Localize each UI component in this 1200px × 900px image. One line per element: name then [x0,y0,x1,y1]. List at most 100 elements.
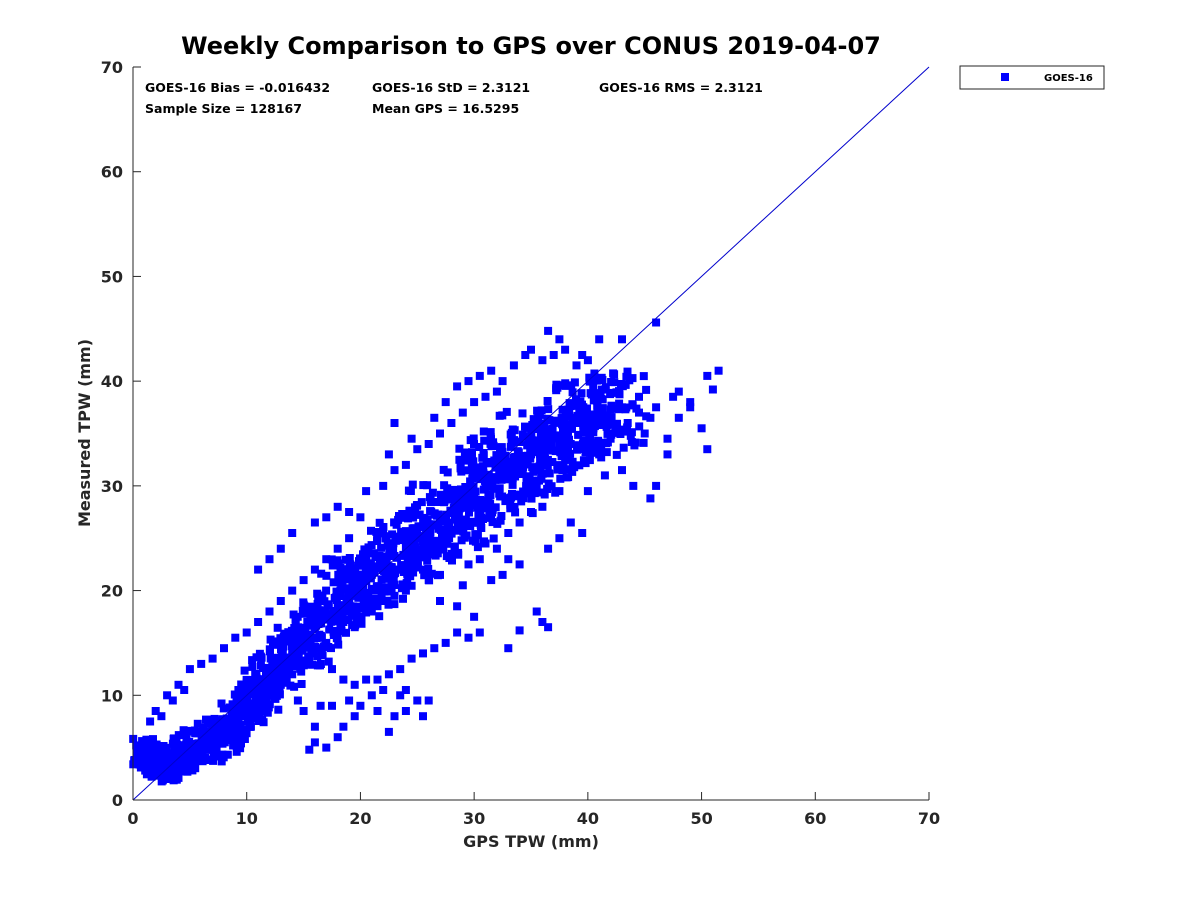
data-point [185,665,194,674]
data-point [697,424,706,433]
data-point [406,552,415,560]
data-point [390,419,399,427]
data-point [265,607,274,616]
data-point [398,510,407,518]
data-point [549,433,558,442]
data-point [456,462,465,471]
data-point [458,500,467,509]
data-point [193,746,202,755]
data-point [513,447,522,456]
data-point [310,625,319,634]
data-point [242,694,251,703]
data-point [501,457,510,466]
data-point [439,465,448,474]
data-point [460,448,469,457]
data-point [473,531,482,540]
data-point [236,744,245,753]
data-point [310,722,319,731]
data-point [538,442,547,451]
data-point [220,729,228,737]
data-point [210,751,219,760]
data-point [427,569,436,578]
data-point [618,403,626,412]
data-point [572,361,581,370]
data-point [646,413,655,422]
data-point [265,700,274,709]
data-point [322,638,331,647]
data-point [384,600,393,609]
data-point [578,412,587,421]
data-point [592,376,601,385]
data-point [372,584,381,593]
data-point [339,675,348,684]
stat-std: GOES-16 StD = 2.3121 [372,80,530,95]
data-point [563,430,572,439]
data-point [379,523,388,531]
data-point [356,604,365,613]
data-point [686,403,695,412]
data-point [714,366,723,375]
data-point [559,461,568,470]
data-point [276,662,285,670]
data-point [498,570,507,579]
data-point [189,757,197,766]
data-point [210,714,219,723]
data-point [663,450,672,459]
data-point [231,633,240,642]
data-point [470,398,479,407]
data-point [570,463,579,472]
data-point [227,726,236,735]
data-point [332,596,341,604]
data-point [468,474,477,483]
data-point [471,537,480,546]
data-point [198,751,207,760]
data-point [388,530,397,539]
data-point [172,762,181,771]
data-point [436,429,444,438]
data-point [532,483,541,492]
data-point [466,456,475,464]
data-point [652,318,661,327]
data-point [629,481,638,490]
data-point [310,565,319,574]
data-point [663,434,672,443]
data-point [521,351,530,359]
data-point [674,387,683,396]
statistics-box: GOES-16 Bias = -0.016432 GOES-16 StD = 2… [145,80,763,116]
data-point [455,444,464,453]
data-point [305,660,314,669]
data-point [342,628,350,637]
data-point [362,573,371,582]
data-point [254,717,263,725]
data-point [428,521,437,530]
data-point [341,555,350,564]
y-tick-label: 70 [101,58,123,77]
data-point [407,557,416,566]
data-point [578,351,587,359]
data-point [573,441,582,450]
data-point [140,747,149,756]
data-point [470,440,478,448]
data-point [457,485,465,494]
data-point [310,518,319,527]
data-point [447,490,456,499]
data-point [425,537,434,546]
data-point [423,481,432,490]
data-point [589,382,598,390]
data-point [447,509,456,518]
data-point [432,498,441,506]
data-point [316,631,325,640]
data-point [350,623,359,632]
y-tick-label: 40 [101,372,123,391]
data-point [151,767,160,776]
data-point [583,356,592,365]
data-point [333,544,342,553]
data-point [390,600,399,609]
data-point [265,555,274,564]
data-point [669,392,678,401]
data-point [322,571,331,580]
legend-label-goes16: GOES-16 [1044,73,1093,84]
data-point [248,656,257,665]
data-point [276,597,285,605]
x-tick-label: 40 [577,809,599,828]
